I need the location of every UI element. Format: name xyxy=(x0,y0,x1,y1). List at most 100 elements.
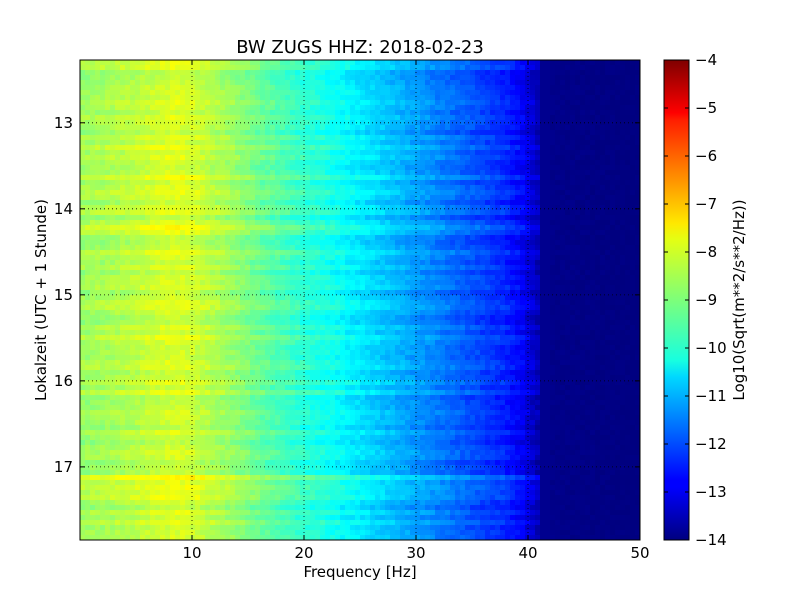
heatmap-cell xyxy=(260,220,266,226)
heatmap-cell xyxy=(335,200,341,206)
heatmap-cell xyxy=(170,180,176,186)
heatmap-cell xyxy=(430,265,436,271)
heatmap-cell xyxy=(355,260,361,266)
heatmap-cell xyxy=(420,110,426,116)
heatmap-cell xyxy=(375,240,381,246)
heatmap-cell xyxy=(370,135,376,141)
heatmap-cell xyxy=(300,90,306,96)
heatmap-cell xyxy=(105,155,111,161)
heatmap-cell xyxy=(550,145,556,151)
heatmap-cell xyxy=(150,270,156,276)
heatmap-cell xyxy=(520,155,526,161)
heatmap-cell xyxy=(535,205,541,211)
heatmap-cell xyxy=(220,75,226,81)
heatmap-cell xyxy=(200,120,206,126)
heatmap-cell xyxy=(175,215,181,221)
heatmap-cell xyxy=(515,260,521,266)
heatmap-cell xyxy=(115,105,121,111)
heatmap-cell xyxy=(285,250,291,256)
heatmap-cell xyxy=(540,245,546,251)
heatmap-cell xyxy=(100,250,106,256)
heatmap-cell xyxy=(210,175,216,181)
heatmap-cell xyxy=(115,255,121,261)
heatmap-cell xyxy=(440,185,446,191)
heatmap-cell xyxy=(315,90,321,96)
heatmap-cell xyxy=(370,175,376,181)
heatmap-cell xyxy=(230,190,236,196)
heatmap-cell xyxy=(540,110,546,116)
heatmap-cell xyxy=(580,250,586,256)
heatmap-cell xyxy=(290,160,296,166)
heatmap-cell xyxy=(585,145,591,151)
heatmap-cell xyxy=(565,260,571,266)
heatmap-cell xyxy=(130,250,136,256)
heatmap-cell xyxy=(175,245,181,251)
heatmap-cell xyxy=(255,200,261,206)
heatmap-cell xyxy=(355,180,361,186)
heatmap-cell xyxy=(515,140,521,146)
heatmap-cell xyxy=(435,185,441,191)
heatmap-cell xyxy=(490,125,496,131)
heatmap-cell xyxy=(520,195,526,201)
heatmap-cell xyxy=(575,170,581,176)
heatmap-cell xyxy=(285,245,291,251)
heatmap-cell xyxy=(150,110,156,116)
heatmap-cell xyxy=(420,265,426,271)
heatmap-cell xyxy=(505,175,511,181)
heatmap-cell xyxy=(525,245,531,251)
heatmap-cell xyxy=(185,130,191,136)
heatmap-cell xyxy=(90,100,96,106)
heatmap-cell xyxy=(435,165,441,171)
heatmap-cell xyxy=(80,155,86,161)
heatmap-cell xyxy=(550,240,556,246)
heatmap-cell xyxy=(305,115,311,121)
heatmap-cell xyxy=(330,260,336,266)
heatmap-cell xyxy=(595,250,601,256)
heatmap-cell xyxy=(130,185,136,191)
heatmap-cell xyxy=(485,175,491,181)
heatmap-cell xyxy=(165,220,171,226)
heatmap-cell xyxy=(400,170,406,176)
heatmap-cell xyxy=(185,250,191,256)
heatmap-cell xyxy=(210,240,216,246)
heatmap-cell xyxy=(165,230,171,236)
heatmap-cell xyxy=(335,180,341,186)
heatmap-cell xyxy=(635,70,640,76)
heatmap-cell xyxy=(335,150,341,156)
heatmap-cell xyxy=(530,230,536,236)
heatmap-cell xyxy=(360,245,366,251)
heatmap-cell xyxy=(295,130,301,136)
heatmap-cell xyxy=(220,250,226,256)
heatmap-cell xyxy=(180,205,186,211)
heatmap-cell xyxy=(425,170,431,176)
heatmap-cell xyxy=(365,275,371,281)
heatmap-cell xyxy=(95,195,101,201)
heatmap-cell xyxy=(410,245,416,251)
heatmap-cell xyxy=(465,120,471,126)
heatmap-cell xyxy=(370,155,376,161)
heatmap-cell xyxy=(260,250,266,256)
heatmap-cell xyxy=(150,190,156,196)
heatmap-cell xyxy=(335,240,341,246)
heatmap-cell xyxy=(135,110,141,116)
heatmap-cell xyxy=(170,115,176,121)
heatmap-cell xyxy=(220,145,226,151)
heatmap-cell xyxy=(505,110,511,116)
heatmap-cell xyxy=(620,265,626,271)
heatmap-cell xyxy=(535,185,541,191)
heatmap-cell xyxy=(590,225,596,231)
heatmap-cell xyxy=(235,90,241,96)
heatmap-cell xyxy=(130,105,136,111)
heatmap-cell xyxy=(490,255,496,261)
heatmap-cell xyxy=(540,270,546,276)
heatmap-cell xyxy=(550,165,556,171)
heatmap-cell xyxy=(585,270,591,276)
heatmap-cell xyxy=(265,180,271,186)
heatmap-cell xyxy=(535,95,541,101)
heatmap-cell xyxy=(245,105,251,111)
heatmap-cell xyxy=(140,155,146,161)
heatmap-cell xyxy=(350,85,356,91)
heatmap-cell xyxy=(445,250,451,256)
heatmap-cell xyxy=(455,80,461,86)
heatmap-cell xyxy=(430,185,436,191)
